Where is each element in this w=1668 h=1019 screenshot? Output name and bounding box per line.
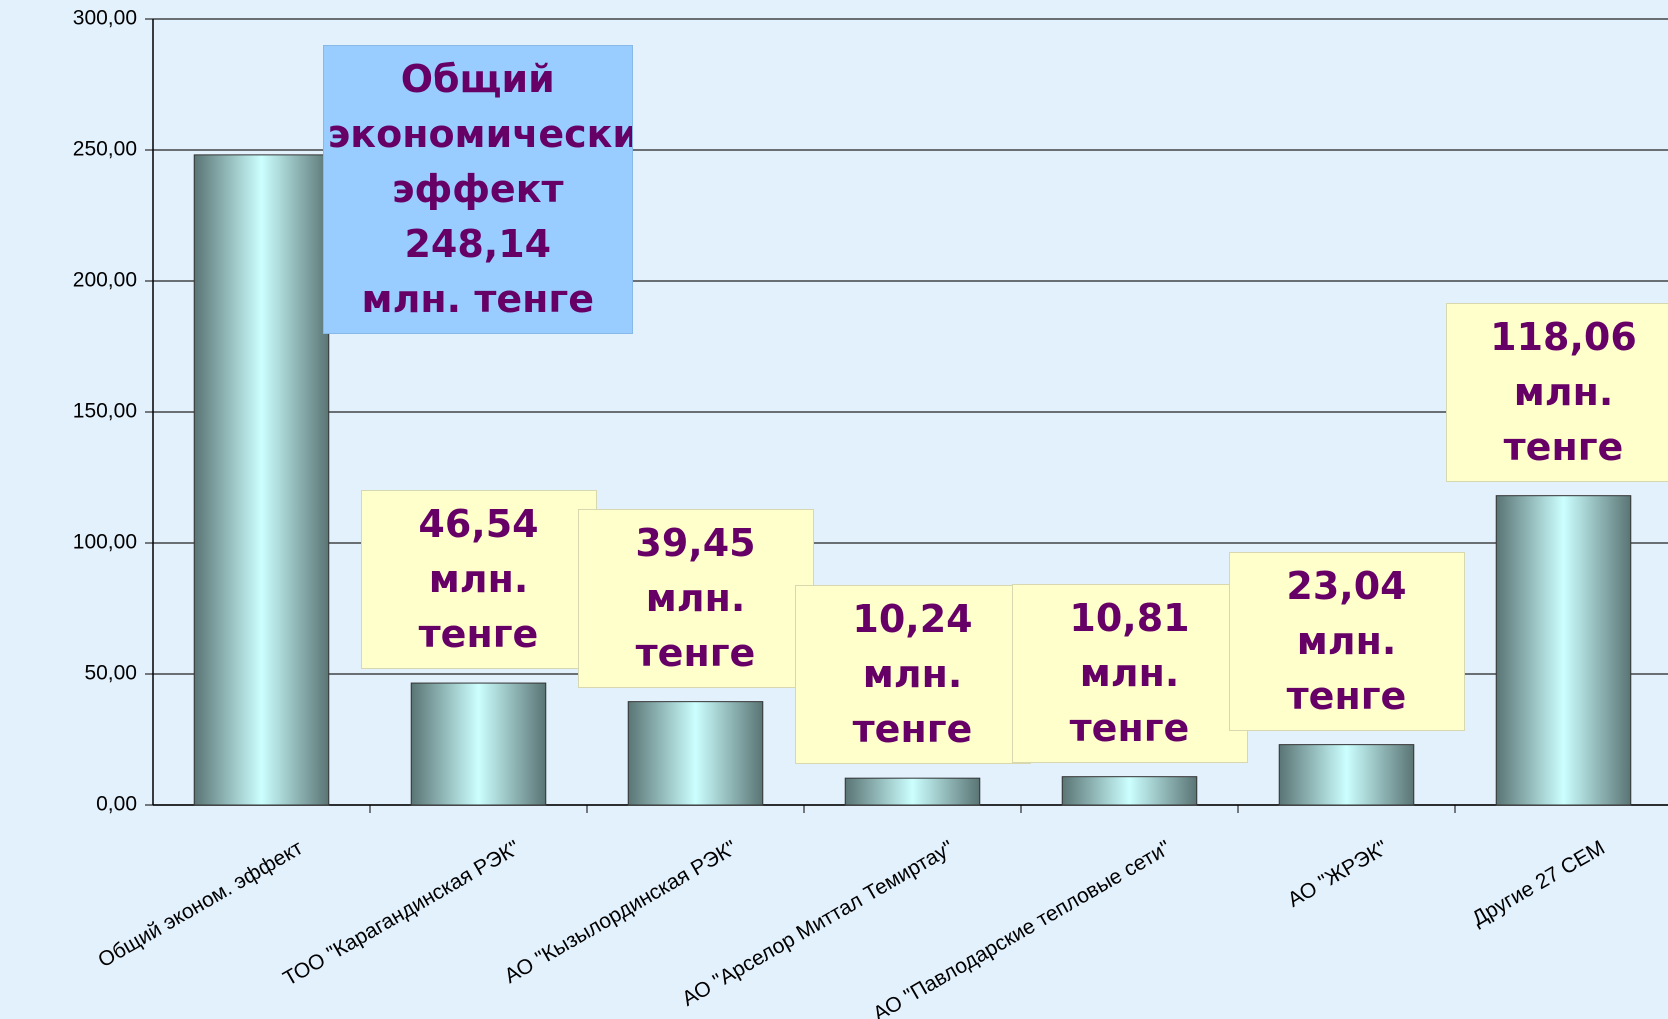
bar — [193, 154, 330, 806]
value-label: 10,81 млн. тенге — [1011, 583, 1248, 763]
bar — [410, 682, 547, 806]
value-label: 23,04 млн. тенге — [1228, 551, 1465, 731]
y-tick-label: 150,00 — [73, 400, 137, 423]
value-label: 10,24 млн. тенге — [794, 585, 1031, 765]
y-tick-label: 250,00 — [73, 138, 137, 161]
bar — [1278, 744, 1415, 806]
x-tick-label: Общий эконом. эффект — [94, 836, 307, 972]
bar — [1495, 495, 1632, 806]
y-tick-label: 200,00 — [73, 269, 137, 292]
x-tick-label: АО "Кызылординская РЭК" — [501, 836, 741, 988]
bar — [844, 777, 981, 806]
y-tick-label: 0,00 — [96, 793, 137, 816]
x-tick-label: ТОО "Карагандинская РЭК" — [279, 836, 523, 990]
y-tick-label: 100,00 — [73, 531, 137, 554]
bar — [1061, 776, 1198, 806]
value-label: 118,06 млн. тенге — [1445, 302, 1668, 482]
value-label: Общий экономический эффект 248,14 млн. т… — [322, 45, 633, 334]
value-label: 46,54 млн. тенге — [360, 490, 597, 670]
x-tick-label: АО "ЖРЭК" — [1284, 836, 1392, 912]
x-tick-label: Другие 27 СЕМ — [1468, 836, 1608, 930]
value-label: 39,45 млн. тенге — [577, 508, 814, 688]
y-tick-label: 50,00 — [84, 662, 137, 685]
y-tick-label: 300,00 — [73, 7, 137, 30]
bar — [627, 701, 764, 806]
